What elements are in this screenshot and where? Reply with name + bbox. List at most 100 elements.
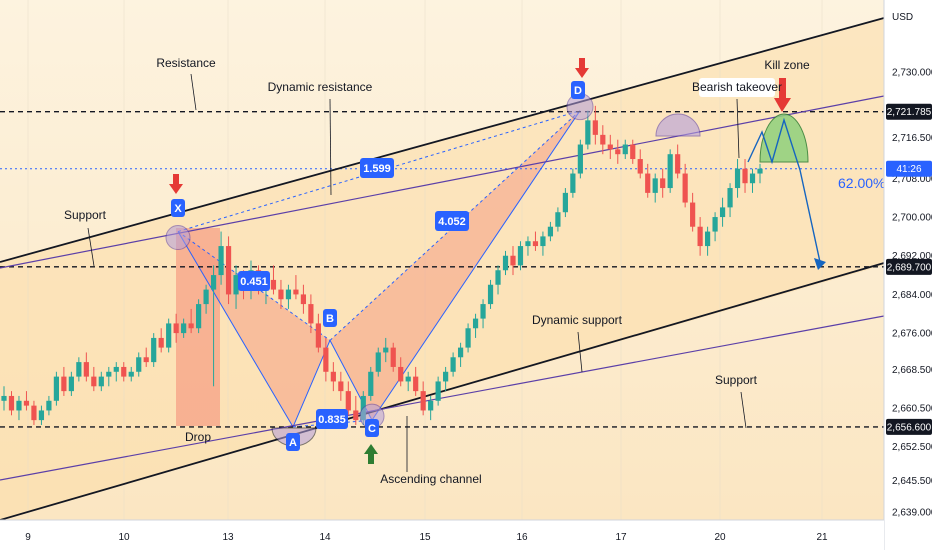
candle-body	[315, 323, 321, 348]
candle-body	[517, 246, 524, 266]
candle-body	[420, 391, 426, 411]
candle-body	[353, 410, 359, 421]
candle-body	[83, 362, 89, 377]
point-label-badge	[571, 81, 585, 99]
point-label: B	[326, 313, 334, 325]
candle-body	[570, 173, 576, 193]
y-tick-label: 2,645.500	[892, 476, 932, 487]
candle-body	[622, 144, 628, 155]
candle-body	[532, 241, 539, 247]
candle-body	[225, 246, 232, 295]
annotation-pointer	[329, 98, 332, 196]
price-tag-label: 2,689.700	[887, 262, 932, 273]
candle-body	[375, 352, 381, 372]
annotation-pointer	[740, 391, 747, 429]
annotation-label: Bearish takeover	[692, 80, 782, 94]
x-tick-label: 21	[816, 532, 828, 543]
candle-body	[323, 347, 329, 372]
candle-body	[61, 376, 67, 392]
point-x-circle	[165, 225, 191, 251]
candle-body	[270, 279, 277, 290]
ratio-badge	[435, 211, 469, 231]
candle-body	[757, 168, 763, 174]
candle-body	[675, 154, 681, 174]
candle-body	[106, 371, 112, 377]
candle-body	[637, 159, 643, 174]
annotation-label: Kill zone	[764, 58, 810, 72]
ratio-badge	[316, 409, 348, 429]
time-axis-panel[interactable]	[0, 520, 884, 550]
y-tick-label: 2,700.000	[892, 213, 932, 224]
candle-body	[457, 347, 464, 358]
ratio-label: 0.835	[318, 414, 346, 426]
projection-arrowhead	[814, 258, 826, 270]
ratio-label: 4.052	[438, 216, 466, 228]
candle-body	[443, 371, 449, 382]
annotation-label: Dynamic resistance	[268, 80, 373, 94]
price-tag	[886, 160, 932, 177]
candle-body	[413, 376, 419, 392]
candle-body	[690, 202, 696, 227]
ascending-channel-line	[0, 262, 885, 521]
y-axis: 2,730.000 2,716.500 2,708.000 2,700.000 2,69…	[892, 68, 932, 519]
price-tag	[886, 103, 932, 120]
y-tick-label: 2,684.000	[892, 290, 932, 301]
price-tag	[886, 418, 932, 435]
y-tick-label: 2,730.000	[892, 68, 932, 79]
candle-body	[405, 376, 411, 382]
candle-body	[158, 337, 164, 348]
x-axis: 9 10 13 14 15 16 17 20 21	[25, 532, 828, 543]
candle-body	[390, 347, 396, 367]
y-tick-label: 2,708.000	[892, 174, 932, 185]
x-tick-label: 9	[25, 532, 31, 543]
y-tick-label: 2,652.500	[892, 442, 932, 453]
point-label-badge	[323, 309, 337, 327]
candle-body	[285, 289, 292, 300]
pattern-ratio-line	[292, 419, 373, 428]
candle-body	[435, 381, 441, 401]
price-tag-label: 2,656.600	[887, 422, 932, 433]
candle-body	[16, 400, 22, 411]
candle-body	[181, 323, 187, 334]
candle-body	[600, 134, 606, 145]
candle-body	[203, 289, 209, 305]
ratio-label: 0.451	[240, 276, 268, 288]
x-tick-label: 10	[118, 532, 130, 543]
candle-body	[705, 231, 711, 247]
down-arrow-d-head	[575, 68, 589, 78]
annotation-label: Resistance	[156, 56, 216, 70]
y-tick-label: 2,676.000	[892, 329, 932, 340]
candle-body	[719, 207, 726, 218]
candle-body	[727, 188, 733, 208]
down-arrow-d	[579, 58, 585, 68]
candle-body	[345, 391, 351, 411]
candle-body	[562, 192, 568, 213]
x-tick-label: 13	[222, 532, 234, 543]
candle-body	[383, 347, 389, 353]
candle-body	[68, 376, 74, 392]
candle-body	[98, 376, 104, 387]
price-tag-label: 41:26	[896, 164, 921, 175]
candle-body	[502, 255, 509, 271]
candle-body	[555, 212, 561, 227]
candle-body	[734, 168, 741, 189]
candle-body	[128, 371, 134, 377]
candle-body	[607, 144, 613, 150]
candle-body	[196, 304, 202, 329]
candle-body	[510, 255, 516, 266]
candle-body	[151, 337, 157, 363]
point-label-badge	[365, 419, 379, 437]
candle-body	[368, 371, 374, 396]
candle-body	[293, 289, 299, 295]
x-tick-label: 20	[714, 532, 726, 543]
candle-body	[495, 270, 501, 285]
ratio-badge	[238, 271, 270, 291]
annotation-label: Support	[715, 373, 758, 387]
price-axis-panel[interactable]	[884, 0, 932, 550]
down-arrow-x-head	[169, 184, 183, 194]
candle-body	[91, 376, 97, 387]
annotation-pointer	[577, 331, 583, 373]
candle-body	[472, 318, 479, 329]
candle-body	[113, 366, 119, 372]
